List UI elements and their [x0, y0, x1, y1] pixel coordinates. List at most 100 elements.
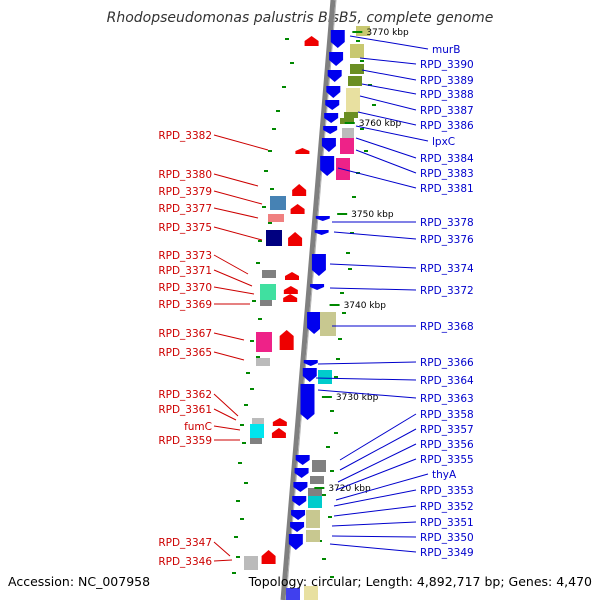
left-leader-line — [213, 254, 249, 275]
gene-feature-block — [312, 460, 326, 472]
gene-forward-arrow — [325, 100, 340, 110]
gene-feature-block — [256, 332, 272, 352]
gene-forward-arrow — [330, 30, 345, 48]
gc-dash — [262, 206, 266, 208]
right-leader-line — [357, 111, 417, 126]
left-gene-label: RPD_3359 — [158, 435, 212, 447]
gene-feature-block — [340, 138, 354, 154]
gc-dash — [256, 356, 260, 358]
left-leader-line — [213, 541, 231, 557]
gene-feature-block — [342, 128, 354, 138]
gc-dash — [246, 372, 250, 374]
left-leader-line — [213, 190, 263, 205]
gene-feature-block — [320, 312, 336, 336]
kbp-ticks: 3770 kbp 3760 kbp 3750 kbp 3740 kbp 3730 kbp… — [314, 28, 409, 494]
gene-features — [244, 26, 370, 600]
left-leader-line — [213, 286, 255, 295]
right-leader-line — [331, 521, 417, 527]
gene-forward-arrow — [311, 254, 326, 276]
left-gene-label: RPD_3347 — [158, 537, 212, 549]
gene-feature-block — [252, 418, 264, 424]
gc-dash — [268, 222, 272, 224]
gc-dash — [238, 462, 242, 464]
left-gene-label: RPD_3362 — [158, 389, 212, 401]
gc-dash — [270, 188, 274, 190]
right-leader-line — [339, 413, 417, 461]
left-leader-line — [213, 134, 269, 151]
gene-forward-arrow — [310, 284, 325, 290]
gc-dash — [330, 576, 334, 578]
right-leader-line — [317, 389, 417, 399]
left-gene-label: RPD_3379 — [158, 186, 212, 198]
gene-reverse-arrow — [283, 286, 298, 294]
right-gene-label: RPD_3372 — [420, 285, 474, 297]
gc-dash — [232, 572, 236, 574]
gene-feature-block — [308, 496, 322, 508]
right-gene-label: RPD_3386 — [420, 120, 474, 132]
right-leader-line — [361, 69, 417, 81]
gene-feature-block — [256, 358, 270, 366]
gc-dash — [272, 128, 276, 130]
backbone-line — [280, 0, 336, 600]
gc-dash — [340, 292, 344, 294]
gene-forward-arrow — [303, 360, 318, 366]
gene-forward-arrow — [329, 52, 344, 66]
gene-reverse-arrow — [295, 148, 310, 154]
right-gene-label: RPD_3383 — [420, 168, 474, 180]
gc-dash — [338, 338, 342, 340]
gc-dash — [236, 500, 240, 502]
gene-reverse-arrow — [272, 418, 287, 426]
left-gene-label: fumC — [184, 421, 212, 433]
gene-feature-block — [268, 214, 284, 222]
right-gene-label: RPD_3363 — [420, 393, 474, 405]
right-leader-line — [335, 473, 429, 501]
gc-dash — [330, 470, 334, 472]
left-gene-label: RPD_3367 — [158, 328, 212, 340]
gc-dash — [258, 318, 262, 320]
left-leader-line — [213, 173, 259, 187]
gc-dash — [256, 262, 260, 264]
left-leader-line — [213, 269, 253, 287]
right-leader-line — [355, 137, 417, 159]
gene-forward-arrow — [292, 496, 307, 506]
gene-feature-block — [260, 300, 272, 306]
gene-forward-arrow — [321, 138, 336, 152]
gene-feature-block — [262, 270, 276, 278]
left-gene-label: RPD_3371 — [158, 265, 212, 277]
right-leader-line — [337, 167, 417, 189]
gene-forward-arrow — [315, 216, 330, 221]
gc-dash — [336, 358, 340, 360]
gc-dash — [244, 482, 248, 484]
left-gene-label: RPD_3361 — [158, 404, 212, 416]
gc-dash — [322, 558, 326, 560]
right-leader-line — [333, 505, 417, 517]
left-leader-line — [213, 207, 259, 219]
gene-forward-arrow — [326, 86, 341, 98]
gc-dash — [282, 86, 286, 88]
right-gene-label: RPD_3356 — [420, 439, 474, 451]
gene-reverse-arrow — [271, 428, 286, 438]
genome-summary-text: Topology: circular; Length: 4,892,717 bp… — [248, 574, 592, 589]
gene-feature-block — [260, 284, 276, 300]
right-gene-label: RPD_3350 — [420, 532, 474, 544]
gene-feature-block — [304, 586, 318, 600]
left-gene-label: RPD_3375 — [158, 222, 212, 234]
gene-feature-block — [306, 530, 320, 542]
gene-forward-arrow — [327, 70, 342, 82]
gene-forward-arrow — [294, 468, 309, 478]
gc-dash — [330, 410, 334, 412]
gene-forward-arrow — [302, 368, 317, 382]
right-leader-line — [329, 263, 417, 269]
right-gene-label: RPD_3351 — [420, 517, 474, 529]
right-leader-line — [331, 535, 417, 538]
gc-dash — [236, 556, 240, 558]
right-gene-labels: murB RPD_3390 RPD_3389 RPD_3388 RPD_3387 RPD_… — [315, 35, 474, 559]
right-leader-line — [355, 149, 417, 174]
gene-feature-block — [270, 196, 286, 210]
gc-dash — [326, 446, 330, 448]
kbp-tick-label: 3730 kbp — [336, 393, 379, 403]
right-leader-line — [355, 125, 429, 142]
gc-dash — [258, 240, 262, 242]
gc-dash — [250, 340, 254, 342]
right-gene-label: RPD_3384 — [420, 153, 474, 165]
